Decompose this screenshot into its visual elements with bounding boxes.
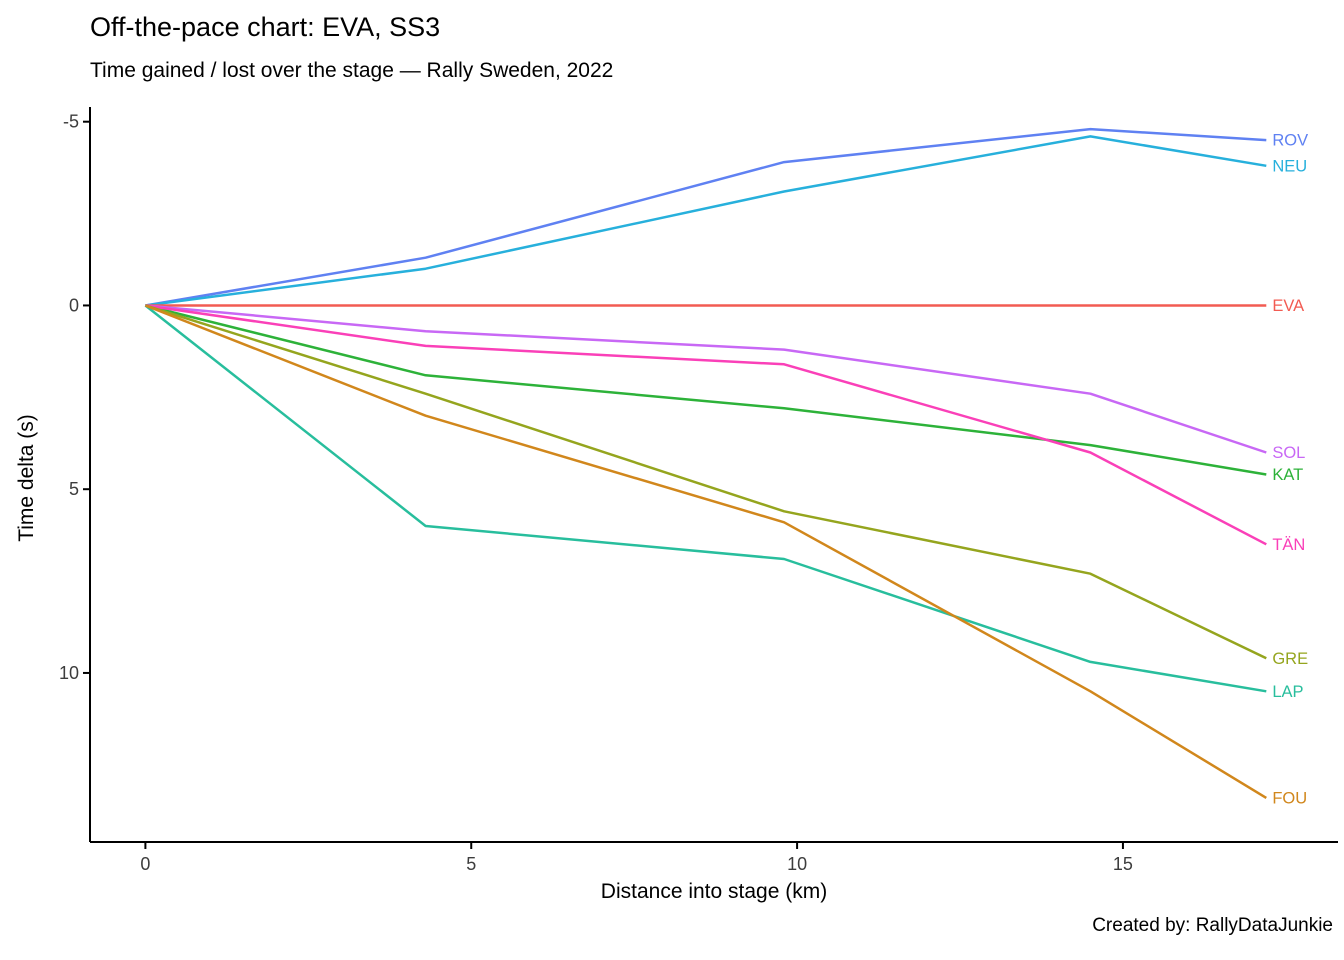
series-line-FOU: [144, 304, 1267, 799]
x-tick-label-15: 15: [1113, 854, 1133, 874]
x-tick-label-10: 10: [787, 854, 807, 874]
series-line-ROV: [145, 127, 1267, 307]
series-end-label-SOL: SOL: [1272, 444, 1305, 462]
series-end-label-EVA: EVA: [1272, 297, 1304, 315]
x-tick-label-0: 0: [140, 854, 150, 874]
series-end-label-LAP: LAP: [1272, 683, 1303, 701]
chart-caption: Created by: RallyDataJunkie: [1092, 915, 1333, 936]
series-line-GRE: [145, 304, 1267, 660]
series-end-label-KAT: KAT: [1272, 466, 1303, 484]
y-axis-title: Time delta (s): [15, 414, 38, 542]
x-tick-label-5: 5: [466, 854, 476, 874]
series-end-label-GRE: GRE: [1272, 650, 1308, 668]
x-axis-title: Distance into stage (km): [600, 880, 828, 903]
y-tick-label--5: -5: [63, 112, 79, 132]
series-line-KAT: [145, 304, 1267, 476]
series-end-label-TÄN: TÄN: [1272, 536, 1305, 554]
series-line-LAP: [144, 304, 1267, 693]
y-tick-label-10: 10: [59, 663, 79, 683]
series-line-TÄN: [145, 304, 1267, 546]
y-tick-label-5: 5: [69, 479, 79, 499]
series-end-label-ROV: ROV: [1272, 132, 1308, 150]
series-end-label-NEU: NEU: [1272, 157, 1307, 175]
chart-subtitle: Time gained / lost over the stage — Rall…: [90, 59, 614, 82]
series-end-label-FOU: FOU: [1272, 789, 1307, 807]
series-line-NEU: [145, 135, 1267, 307]
y-tick-label-0: 0: [69, 295, 79, 315]
chart-title: Off-the-pace chart: EVA, SS3: [90, 12, 441, 42]
series-line-SOL: [145, 304, 1267, 454]
